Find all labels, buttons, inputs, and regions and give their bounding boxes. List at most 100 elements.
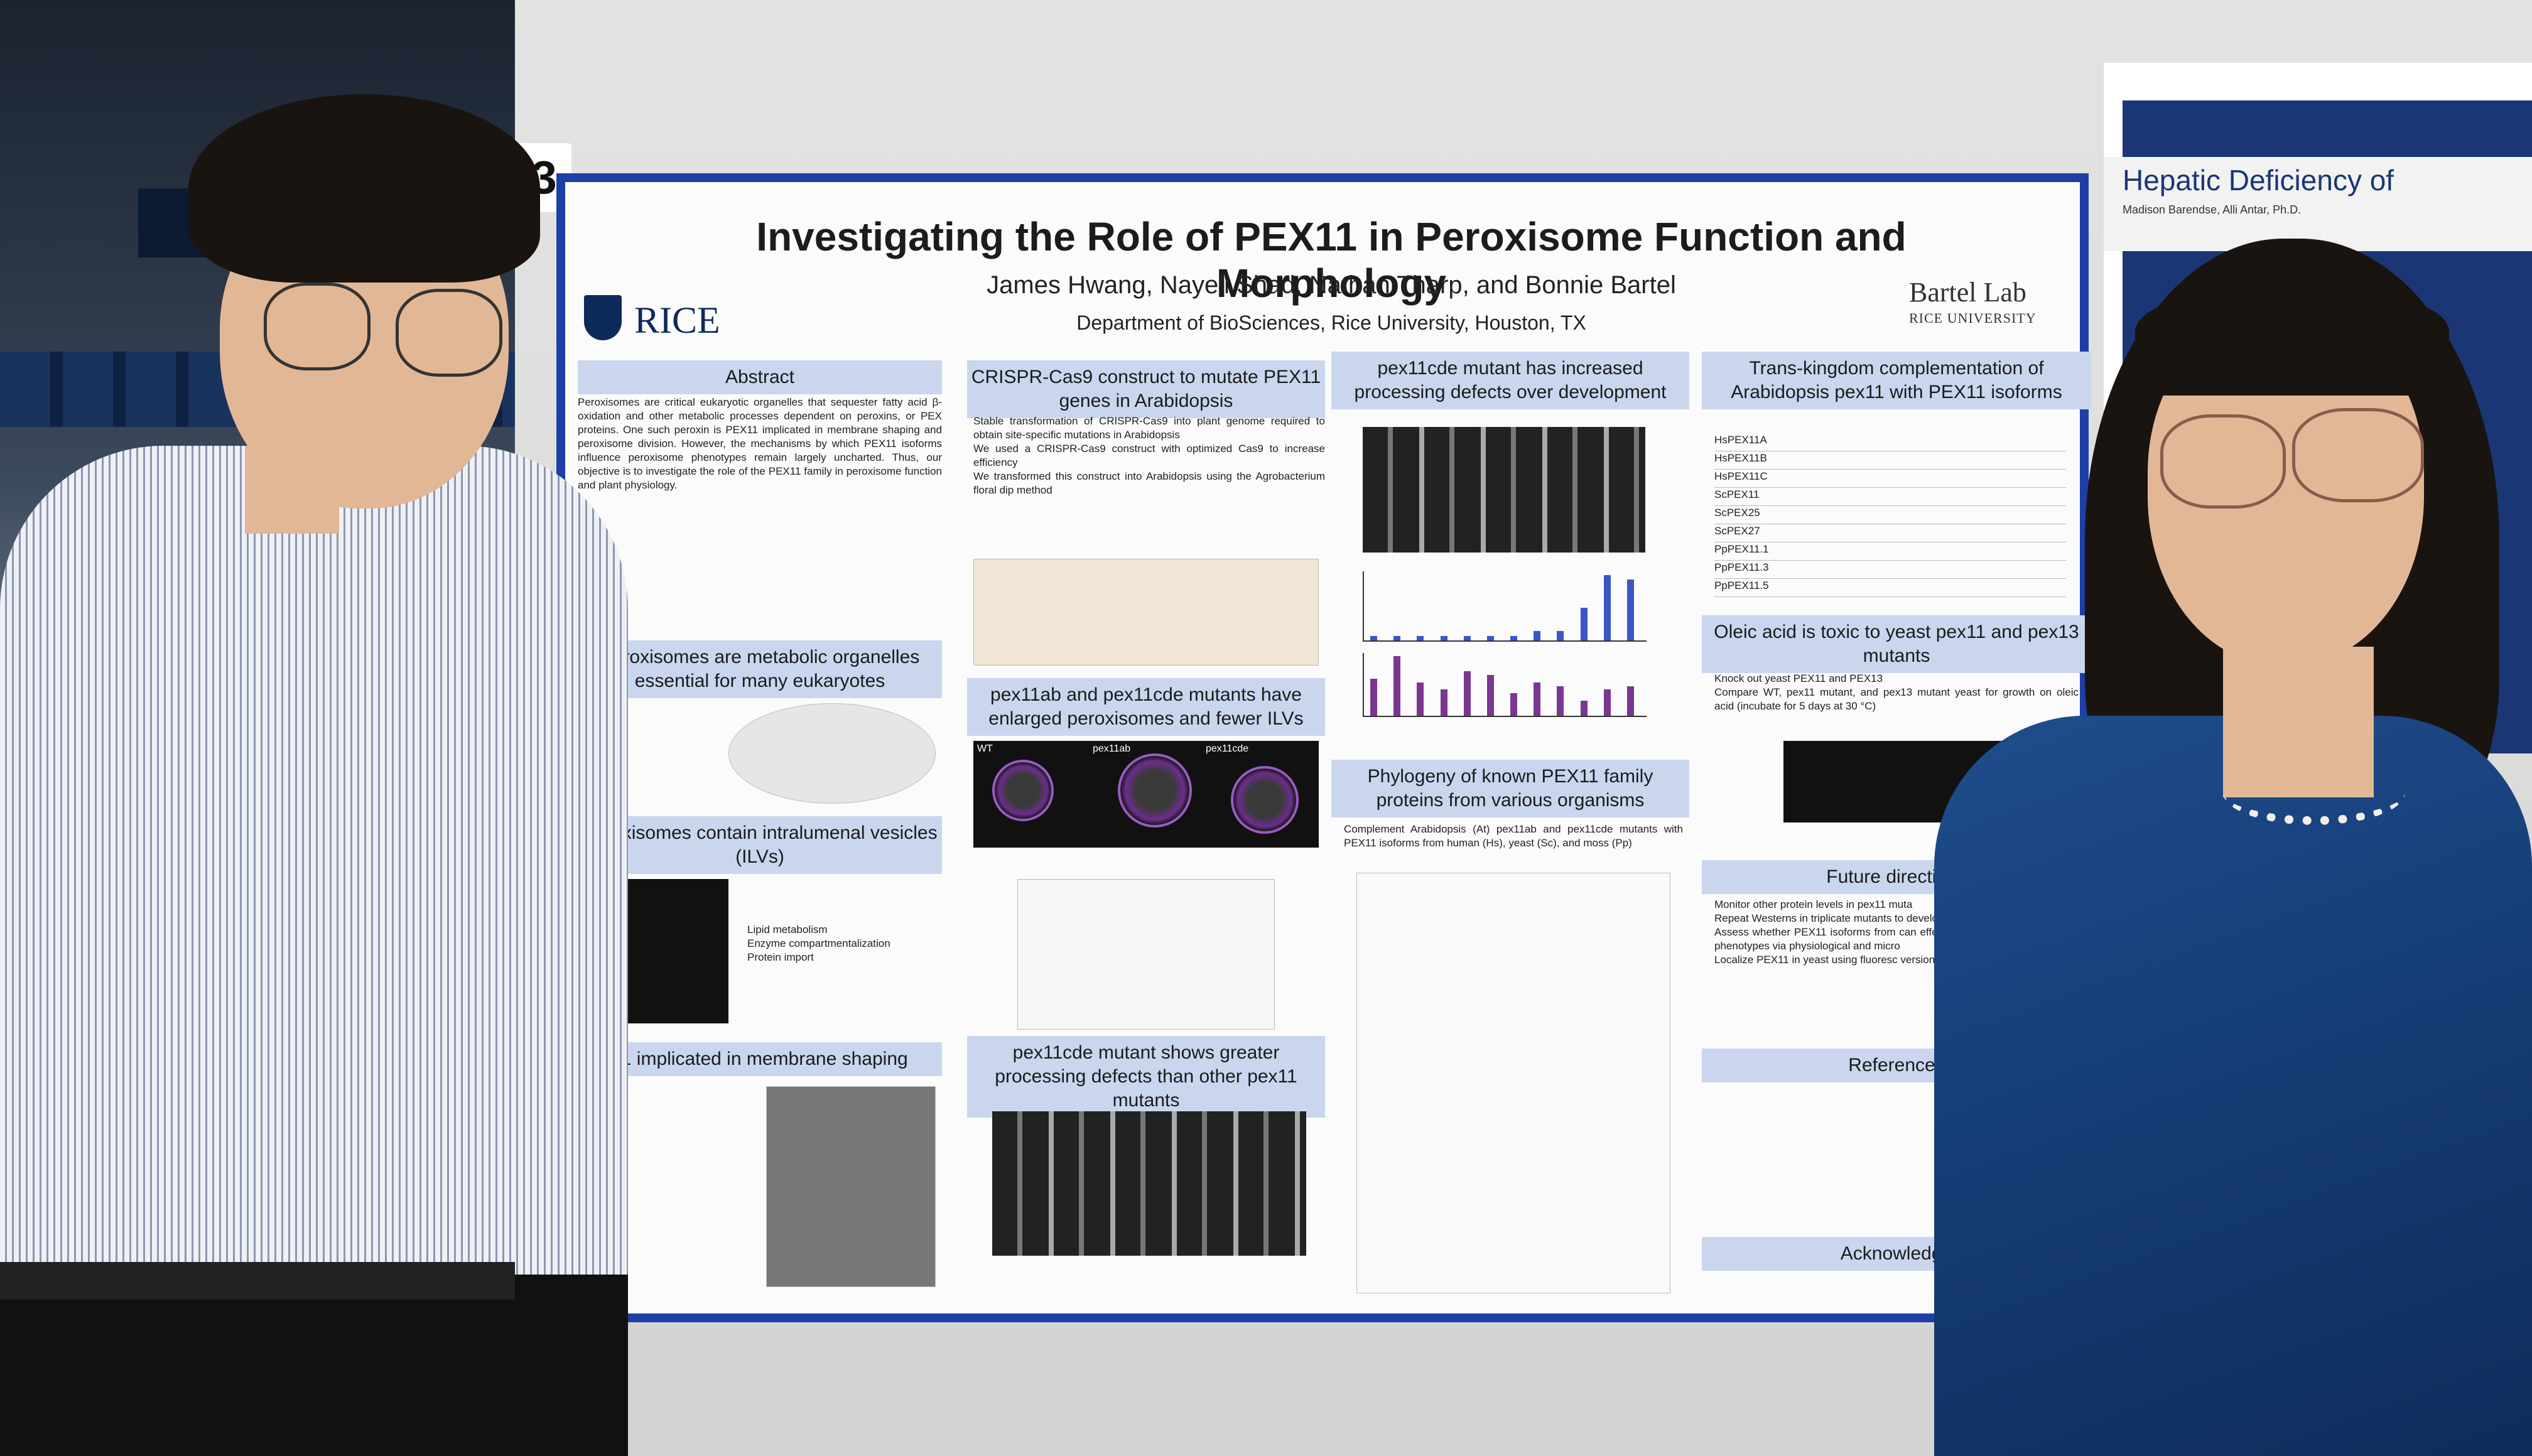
poster-department: Department of BioSciences, Rice Universi… xyxy=(1076,311,1586,334)
section-oleic-header: Oleic acid is toxic to yeast pex11 and p… xyxy=(1702,615,2091,673)
western-blot xyxy=(992,1111,1306,1256)
adjacent-poster-title-box: Hepatic Deficiency of Madison Barendse, … xyxy=(2104,157,2532,251)
bar xyxy=(1603,574,1611,640)
table-row: HsPEX11C xyxy=(1714,470,2066,488)
bar xyxy=(1440,689,1447,716)
bar xyxy=(1603,689,1611,716)
blue-blouse xyxy=(1934,716,2532,1456)
bar xyxy=(1417,635,1424,640)
crispr-bullet: Stable transformation of CRISPR-Cas9 int… xyxy=(973,415,1325,441)
crispr-bullet: We transformed this construct into Arabi… xyxy=(973,470,1325,496)
section-phylogeny-header: Phylogeny of known PEX11 family proteins… xyxy=(1331,760,1689,817)
isoform-table: HsPEX11A HsPEX11B HsPEX11C ScPEX11 ScPEX25 Sc… xyxy=(1714,433,2066,597)
bar xyxy=(1486,674,1494,716)
bar xyxy=(1626,579,1634,640)
bar xyxy=(1393,656,1401,716)
ilv-bullet-list: Lipid metabolism Enzyme compartmentaliza… xyxy=(747,923,936,964)
table-row: HsPEX11B xyxy=(1714,451,2066,470)
section-crispr-header: CRISPR-Cas9 construct to mutate PEX11 ge… xyxy=(967,360,1325,418)
electron-micrograph xyxy=(766,1086,936,1287)
peroxisome-cell xyxy=(992,760,1054,821)
bar xyxy=(1510,635,1518,640)
phylogram-small xyxy=(1017,879,1275,1030)
glasses-lens-left xyxy=(264,283,371,370)
section-abstract-header: Abstract xyxy=(578,360,942,394)
bar xyxy=(1534,631,1541,640)
crispr-construct-diagram xyxy=(973,559,1319,666)
oleic-bullet: Compare WT, pex11 mutant, and pex13 muta… xyxy=(1714,686,2079,712)
bar xyxy=(1370,635,1378,640)
bar xyxy=(1370,678,1378,716)
section-membrane-header: 11 implicated in membrane shaping xyxy=(578,1042,942,1076)
oleic-bullet-list: Knock out yeast PEX11 and PEX13 Compare … xyxy=(1714,672,2079,713)
bars-top xyxy=(1364,571,1647,640)
panel-label: pex11cde xyxy=(1206,743,1249,754)
future-bullet: Monitor other protein levels in pex11 mu… xyxy=(1714,898,1913,910)
crispr-bullet: We used a CRISPR-Cas9 construct with opt… xyxy=(973,443,1325,468)
dark-pants xyxy=(0,1275,628,1456)
person-right xyxy=(1896,239,2532,1456)
section-ilvs-header: Peroxisomes contain intralumenal vesicle… xyxy=(578,816,942,874)
rice-logo-text: RICE xyxy=(634,299,720,341)
poster-title: Investigating the Role of PEX11 in Perox… xyxy=(756,214,1907,306)
adjacent-poster-title: Hepatic Deficiency of xyxy=(2123,164,2394,197)
bar xyxy=(1534,682,1541,716)
ilv-bullet: Protein import xyxy=(747,951,814,963)
crispr-bullet-list: Stable transformation of CRISPR-Cas9 int… xyxy=(973,414,1325,497)
glasses-lens-left xyxy=(2160,414,2286,509)
table-row: PpPEX11.1 xyxy=(1714,542,2066,561)
confocal-panel: WT pex11ab pex11cde xyxy=(973,741,1319,848)
bartel-lab-name: Bartel Lab xyxy=(1909,277,2026,308)
table-row: PpPEX11.5 xyxy=(1714,579,2066,597)
rice-logo: RICE xyxy=(584,295,772,345)
bar xyxy=(1440,635,1447,640)
table-row: HsPEX11A xyxy=(1714,433,2066,451)
cotyledon-micrograph xyxy=(628,879,728,1023)
research-poster: Investigating the Role of PEX11 in Perox… xyxy=(556,173,2091,1322)
future-bullet: Localize PEX11 in yeast using fluoresc v… xyxy=(1714,954,1988,966)
section-greater-header: pex11cde mutant shows greater processing… xyxy=(967,1036,1325,1118)
table-row: PpPEX11.3 xyxy=(1714,561,2066,579)
bangs xyxy=(2135,289,2449,396)
bar xyxy=(1580,701,1588,716)
person-left xyxy=(0,94,659,1456)
oleic-bullet: Knock out yeast PEX11 and PEX13 xyxy=(1714,672,1883,684)
table-row: ScPEX27 xyxy=(1714,524,2066,542)
bar xyxy=(1486,635,1494,640)
bar xyxy=(1393,635,1401,640)
rice-shield-icon xyxy=(584,295,622,340)
glasses-lens-right xyxy=(2292,408,2424,502)
peroxisome-cell xyxy=(1231,766,1299,834)
phylogeny-bullet: Complement Arabidopsis (At) pex11ab and … xyxy=(1344,823,1683,849)
bar xyxy=(1510,693,1518,716)
bar xyxy=(1463,671,1471,716)
table-row: ScPEX25 xyxy=(1714,506,2066,524)
table-row: ScPEX11 xyxy=(1714,488,2066,506)
poster-authors: James Hwang, Nayeli Shad, Nathan Tharp, … xyxy=(987,271,1676,299)
bar xyxy=(1626,686,1634,716)
abstract-text: Peroxisomes are critical eukaryotic orga… xyxy=(578,396,942,491)
panel-label: WT xyxy=(977,743,993,754)
bartel-lab-sub: RICE UNIVERSITY xyxy=(1909,310,2037,326)
western-blot-development xyxy=(1363,427,1645,553)
adjacent-poster-subtitle: Madison Barendse, Alli Antar, Ph.D. xyxy=(2123,203,2302,216)
belt xyxy=(0,1262,515,1300)
ilv-bullet: Enzyme compartmentalization xyxy=(747,937,890,949)
bartel-lab-logo: Bartel Lab RICE UNIVERSITY xyxy=(1909,276,2066,345)
bar xyxy=(1463,635,1471,640)
glasses-lens-right xyxy=(396,289,502,377)
bars-bottom xyxy=(1364,653,1647,716)
section-transkingdom-header: Trans-kingdom complementation of Arabido… xyxy=(1702,352,2091,409)
panel-label: pex11ab xyxy=(1093,743,1131,754)
peroxisome-diagram xyxy=(728,703,936,804)
bar xyxy=(1557,686,1564,716)
processing-bar-chart-bottom xyxy=(1363,653,1647,717)
bar xyxy=(1557,631,1564,640)
section-enlarged-header: pex11ab and pex11cde mutants have enlarg… xyxy=(967,678,1325,736)
bar xyxy=(1417,682,1424,716)
section-metabolic-header: Peroxisomes are metabolic organelles ess… xyxy=(578,640,942,698)
bar xyxy=(1580,607,1588,640)
ilv-bullet: Lipid metabolism xyxy=(747,924,828,936)
peroxisome-cell xyxy=(1118,753,1192,828)
striped-shirt xyxy=(0,446,628,1356)
